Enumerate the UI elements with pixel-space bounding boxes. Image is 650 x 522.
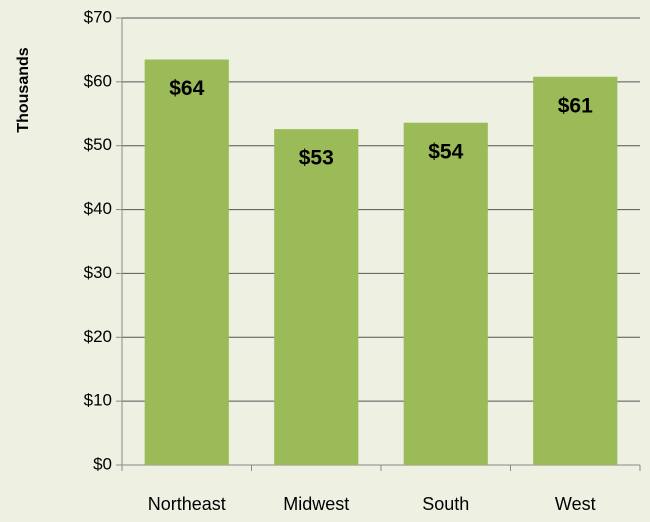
- data-label: $64: [169, 77, 204, 100]
- y-tick-label: $50: [84, 135, 112, 154]
- x-tick-label: Northeast: [148, 494, 226, 514]
- y-tick-label: $30: [84, 263, 112, 282]
- data-label: $61: [558, 94, 593, 117]
- y-tick-label: $10: [84, 391, 112, 410]
- y-tick-label: $20: [84, 327, 112, 346]
- y-tick-label: $0: [93, 454, 112, 473]
- data-label: $53: [299, 147, 334, 170]
- y-tick-label: $40: [84, 199, 112, 218]
- x-tick-label: West: [555, 494, 596, 514]
- bar: [403, 122, 488, 466]
- y-axis-label: Thousands: [15, 47, 32, 132]
- x-tick-label: South: [422, 494, 469, 514]
- y-tick-label: $70: [84, 7, 112, 26]
- bar: [144, 59, 229, 465]
- bar: [274, 129, 359, 465]
- data-label: $54: [428, 140, 463, 163]
- x-tick-label: Midwest: [283, 494, 349, 514]
- bar: [533, 76, 618, 466]
- y-tick-label: $60: [84, 71, 112, 90]
